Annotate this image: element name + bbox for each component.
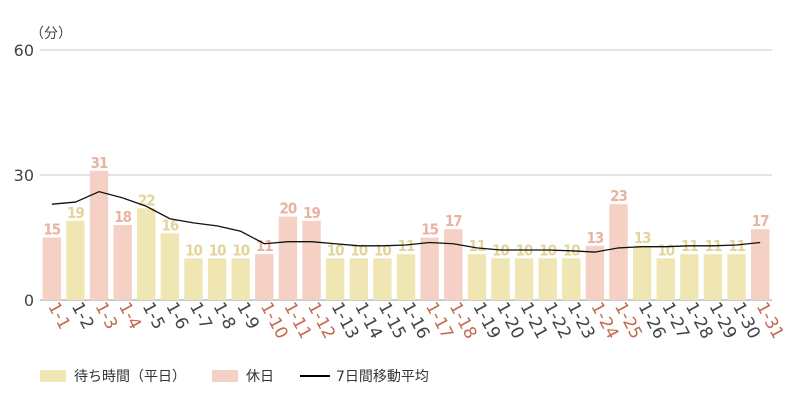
bar-1-25 [609,204,628,300]
data-label-1-26: 13 [634,229,651,247]
bar-1-10 [255,254,274,300]
y-axis-unit-label: （分） [30,26,72,42]
y-tick-label-60: 60 [14,41,34,60]
x-tick-label-1-4: 1-4 [114,299,145,333]
bar-1-1 [42,237,62,300]
x-tick-label-1-5: 1-5 [138,299,169,333]
data-label-1-27: 10 [657,241,674,259]
bar-1-14 [349,258,368,300]
bars [42,170,770,300]
bar-1-17 [420,237,439,300]
legend: 待ち時間（平日） 休日 7日間移動平均 [40,366,455,386]
bar-1-18 [444,229,463,300]
data-label-1-19: 11 [468,237,485,255]
x-tick-label-1-9: 1-9 [232,299,263,333]
data-label-1-17: 15 [421,221,438,239]
data-label-1-3: 31 [91,154,108,172]
bar-1-5 [137,208,156,300]
data-label-1-2: 19 [67,204,84,222]
x-tick-label-1-1: 1-1 [43,299,74,333]
data-label-1-18: 17 [445,212,462,230]
moving-average-line [51,190,761,253]
bar-1-2 [66,220,85,300]
bar-1-16 [396,254,416,300]
data-label-1-16: 11 [398,237,415,255]
x-tick-label-1-6: 1-6 [161,299,192,333]
legend-label-holiday: 休日 [246,369,274,385]
legend-label-moving-average: 7日間移動平均 [336,369,429,385]
data-label-1-6: 16 [161,216,178,234]
data-label-1-24: 13 [587,229,604,247]
y-axis-ticks: 0 30 60 [14,41,34,310]
legend-label-weekday: 待ち時間（平日） [74,369,186,385]
bar-1-23 [562,258,581,300]
bar-1-7 [184,258,203,300]
legend-swatch-moving-average [300,375,330,377]
moving-average-polyline [51,190,761,253]
data-label-1-13: 10 [327,241,344,259]
y-tick-label-30: 30 [14,166,34,185]
bar-1-12 [302,220,321,300]
bar-1-30 [727,254,746,300]
data-label-1-11: 20 [280,200,297,218]
bar-1-24 [585,245,605,300]
y-tick-label-0: 0 [24,291,34,310]
bar-1-11 [278,216,298,300]
bar-1-15 [373,258,392,300]
bar-1-22 [538,258,557,300]
x-tick-label-1-8: 1-8 [209,299,240,333]
x-tick-label-1-7: 1-7 [185,299,216,333]
bar-1-29 [703,254,723,300]
data-label-1-10: 11 [256,237,273,255]
data-label-1-12: 19 [303,204,320,222]
data-label-1-15: 10 [374,241,391,259]
bar-1-9 [231,258,250,300]
bar-1-8 [207,258,227,300]
data-label-1-1: 15 [43,221,60,239]
data-label-1-7: 10 [185,241,202,259]
x-tick-label-1-2: 1-2 [67,299,98,333]
data-label-1-31: 17 [752,212,769,230]
x-tick-label-1-3: 1-3 [91,299,122,333]
bar-1-4 [113,225,132,300]
legend-item-weekday: 待ち時間（平日） [40,366,186,386]
legend-swatch-holiday [212,370,238,382]
bar-1-13 [325,258,345,300]
data-label-1-4: 18 [114,208,131,226]
bar-1-20 [491,258,510,300]
bar-1-6 [160,233,180,300]
data-label-1-14: 10 [350,241,367,259]
bar-1-27 [656,258,675,300]
x-axis-ticks: 1-11-21-31-41-51-61-71-81-91-101-111-121… [43,299,787,342]
bar-1-21 [514,258,534,300]
data-label-1-9: 10 [232,241,249,259]
bar-1-19 [467,254,487,300]
data-label-1-30: 11 [728,237,745,255]
data-label-1-25: 23 [610,187,627,205]
data-label-1-8: 10 [209,241,226,259]
bar-1-26 [632,245,652,300]
bar-1-31 [750,229,770,300]
legend-item-moving-average: 7日間移動平均 [300,366,429,386]
bar-1-3 [89,170,109,300]
legend-swatch-weekday [40,370,66,382]
legend-item-holiday: 休日 [212,366,274,386]
bar-1-28 [680,254,699,300]
